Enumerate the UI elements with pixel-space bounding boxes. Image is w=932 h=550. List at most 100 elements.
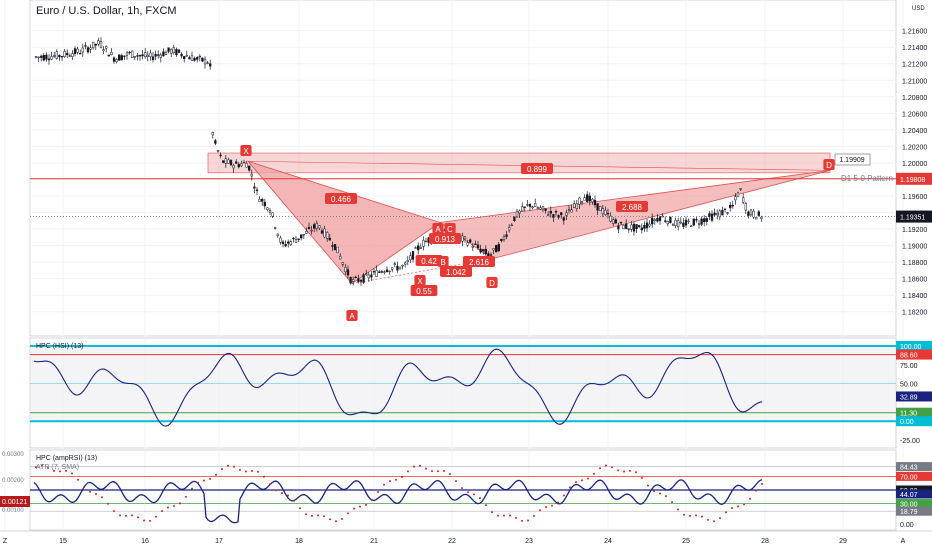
candle-body [648,223,651,227]
candle-body [266,207,269,210]
hsi-tag-bg [896,349,932,360]
candle-body [570,209,573,213]
amp-tick-label: 44.07 [900,492,918,499]
atr-dot [173,505,175,508]
atr-dot [623,470,625,473]
atr-dot [629,469,631,472]
candle-body [47,58,51,61]
atr-dot [35,466,37,469]
candle-body [505,234,508,237]
candle-body [125,52,129,56]
atr-dot [653,489,655,492]
candle-body [388,270,391,273]
candle-body [391,267,394,270]
price-tick-label: 1.20000 [902,161,927,168]
candle-body [671,224,675,226]
atr-dot [125,514,127,517]
point-label-bg [432,223,444,234]
atr-dot [635,471,637,474]
price-tick-label: 1.20800 [902,95,927,102]
candle-body [180,53,183,57]
candle-body [339,255,342,260]
candle-body [466,242,469,246]
hsi-tick-label: 100.00 [900,344,922,351]
atr-dot [443,470,445,473]
atr-dot [425,467,427,470]
candle-body [237,164,240,168]
atr-dot [743,503,745,506]
candle-body [105,46,108,49]
time-tick-label: 25 [682,538,690,545]
candle-body [489,254,493,256]
candle-body [357,278,360,282]
candle-body [209,63,212,67]
candle-body [136,55,139,57]
candle-body [289,241,292,246]
atr-dot [275,489,277,492]
candle-body [651,217,654,225]
candle-body [94,43,97,46]
candle-body [539,207,542,210]
amprsi-oscillator: HPC (ampRSI) (13)ATR (7, SMA)84.4370.005… [0,452,932,529]
ratio-label: 0.466 [331,195,352,204]
time-tick-label: 18 [295,538,303,545]
candle-body [370,274,373,278]
price-tick-label: 1.18200 [902,310,927,317]
candle-body [669,216,672,223]
target-box [834,153,871,166]
atr-dot [731,507,733,510]
candle-body [305,231,308,234]
candle-body [567,209,571,211]
candle-body [528,203,532,207]
candle-body [495,245,498,253]
candle-body [258,198,261,202]
hsi-tick-label: 11.30 [900,411,917,418]
atr-dot [359,505,361,508]
candle-body [359,279,363,282]
point-label: C [447,225,453,234]
price-tick-label: 1.21400 [902,45,927,52]
candle-body [167,47,170,52]
candle-body [79,52,82,55]
candle-body [196,57,199,60]
candle-body [638,225,641,228]
hsi-tick-label: 88.60 [900,353,918,360]
candle-body [721,210,724,216]
candle-body [255,189,259,191]
candle-body [422,240,425,247]
candle-body [333,244,337,250]
ratio-label-bg [440,266,472,277]
candle-body [99,41,103,48]
candle-body [294,239,298,243]
candle-body [414,247,417,249]
candle-body [502,236,506,240]
candle-body [666,220,669,225]
candle-body [336,246,339,254]
candle-body [562,217,565,221]
candle-body [586,194,589,202]
candle-body [622,224,625,230]
candle-body [211,132,214,136]
candle-body [411,251,415,260]
atr-dot [755,489,757,492]
pattern-xab [246,160,441,285]
candle-body [159,54,162,58]
atr-dot [209,477,211,480]
candle-body [573,203,576,208]
point-label-bg [414,275,426,286]
hsi-tag-bg [896,407,932,418]
atr-dot [725,511,727,514]
candle-body [177,49,181,53]
candle-body [476,244,480,249]
panel-1 [29,0,897,337]
last-price-tag-bg [896,210,932,223]
atr-dot [155,515,157,518]
candle-body [419,247,422,249]
atr-dot [47,467,49,470]
atr-dot [83,486,85,489]
price-tick-label: 1.18600 [902,277,927,284]
candle-body [656,218,659,222]
price-tick-label: 1.19200 [902,227,927,234]
